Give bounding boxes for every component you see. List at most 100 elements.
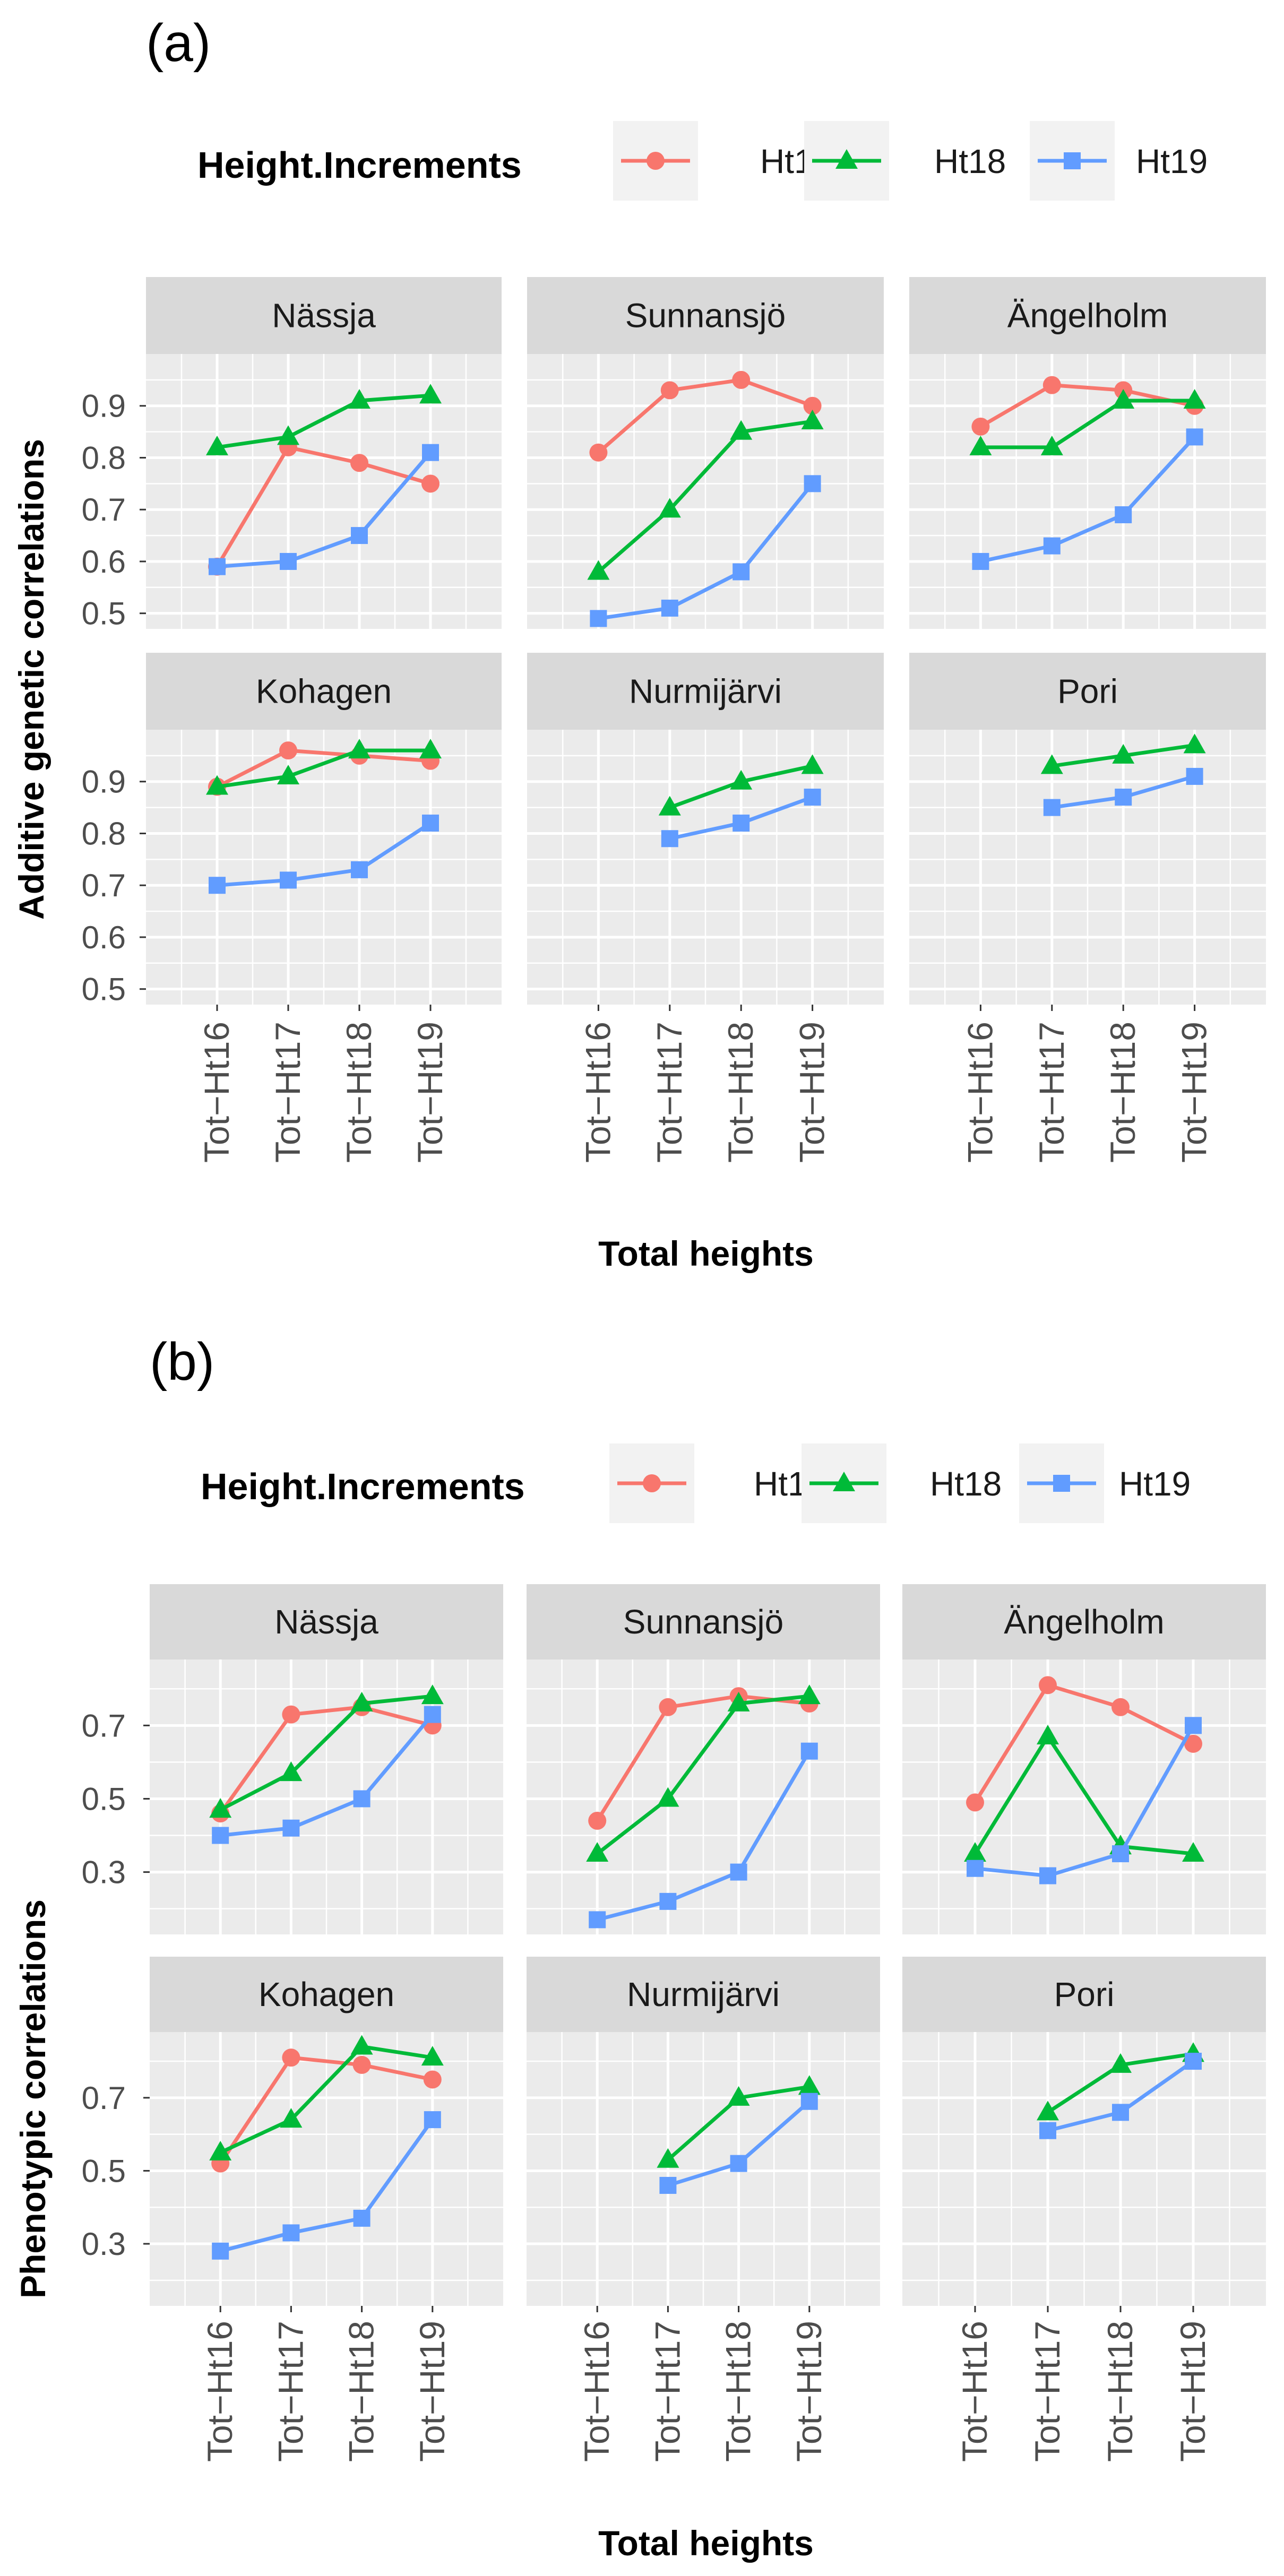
- y-tick-label: 0.9: [82, 764, 126, 800]
- legend-key-marker: [1053, 1475, 1070, 1492]
- data-point-ht18: [348, 739, 370, 759]
- series-line-ht18: [217, 748, 430, 789]
- facet-strip: [527, 1584, 880, 1659]
- x-tick-label: Tot−Ht18: [1100, 2321, 1140, 2462]
- chart-a: (a)Height.Increments Ht17 Ht18 Ht19Nässja0.…: [12, 13, 1266, 1273]
- facet-panel: Kohagen 0.5 0.6 0.7 0.8 0.9 Tot−Ht16 Tot−Ht17 To…: [82, 653, 502, 1163]
- facet-strip-label: Ängelholm: [1004, 1603, 1164, 1641]
- legend-label-ht18: Ht18: [930, 1465, 1002, 1503]
- data-point-ht19: [353, 1790, 370, 1808]
- x-tick-label: Tot−Ht17: [271, 2321, 310, 2462]
- data-point-ht19: [730, 2155, 747, 2172]
- facet-panel: Ängelholm: [902, 1584, 1266, 1934]
- series-line-ht17: [979, 383, 1195, 428]
- facet-panel: Sunnansjö: [527, 277, 884, 629]
- y-tick-label: 0.6: [82, 544, 126, 580]
- data-point-ht18: [1183, 388, 1206, 409]
- data-point-ht18: [1037, 1725, 1059, 1745]
- legend-key-marker: [835, 149, 858, 169]
- x-tick-label: Tot−Ht19: [1173, 2321, 1212, 2462]
- x-tick-label: Tot−Ht19: [789, 2321, 829, 2462]
- x-tick-label: Tot−Ht19: [410, 1022, 450, 1163]
- facet-panel: Nurmijärvi Tot−Ht16 Tot−Ht17 Tot−Ht18 Tot−Ht…: [527, 1957, 880, 2462]
- data-point-ht18: [421, 2046, 444, 2066]
- facet-strip: [909, 653, 1266, 730]
- data-point-ht18: [1112, 744, 1135, 764]
- series-line-ht18: [217, 393, 431, 449]
- series-line-ht18: [973, 1734, 1194, 1856]
- facet-strip-label: Nurmijärvi: [629, 672, 782, 711]
- facet-strip-label: Ängelholm: [1007, 297, 1168, 335]
- y-tick-label: 0.5: [82, 1781, 126, 1817]
- legend-label-ht18: Ht18: [934, 142, 1006, 180]
- x-tick-label: Tot−Ht16: [577, 2321, 616, 2462]
- legend-label-ht19: Ht19: [1136, 142, 1208, 180]
- data-point-ht19: [967, 1860, 984, 1877]
- data-point-ht18: [419, 384, 442, 404]
- y-tick-label: 0.5: [82, 972, 126, 1007]
- facet-strip-label: Kohagen: [258, 1975, 394, 2013]
- facet-panel: Nässja 0.5 0.6 0.7 0.8 0.9: [82, 277, 502, 632]
- data-point-ht17: [659, 1698, 677, 1716]
- data-point-ht18: [277, 764, 299, 784]
- data-point-ht19: [730, 1863, 747, 1881]
- series-line-ht19: [220, 2119, 434, 2253]
- x-tick-label: Tot−Ht17: [1032, 1022, 1071, 1163]
- data-point-ht18: [1182, 1842, 1204, 1862]
- series-line-ht17: [219, 1705, 433, 1815]
- data-point-ht18: [798, 1684, 821, 1705]
- data-point-ht17: [1184, 1734, 1202, 1753]
- data-point-ht18: [206, 775, 228, 795]
- data-point-ht18: [419, 739, 442, 759]
- data-point-ht17: [423, 2070, 442, 2089]
- data-point-ht18: [1037, 2100, 1059, 2121]
- data-point-ht19: [1043, 799, 1061, 816]
- data-point-ht19: [1043, 537, 1061, 555]
- data-point-ht19: [351, 861, 368, 878]
- series-line-ht19: [598, 482, 814, 620]
- x-tick-label: Tot−Ht16: [955, 2321, 994, 2462]
- data-point-ht18: [209, 1798, 232, 1818]
- series-line-ht17: [219, 2055, 433, 2165]
- data-point-ht18: [730, 420, 753, 440]
- data-point-ht19: [1185, 1717, 1202, 1734]
- series-line-ht18: [980, 399, 1195, 449]
- data-point-ht18: [658, 498, 681, 518]
- data-point-ht18: [206, 435, 228, 455]
- legend: Height.Increments Ht17 Ht18 Ht19: [197, 121, 1208, 201]
- data-point-ht17: [279, 741, 297, 760]
- figure-label: (a): [146, 13, 211, 73]
- data-point-ht18: [969, 435, 992, 455]
- x-tick-label: Tot−Ht16: [197, 1022, 236, 1163]
- legend-label-ht19: Ht19: [1119, 1465, 1191, 1503]
- data-point-ht17: [1039, 1676, 1057, 1695]
- data-point-ht18: [964, 1842, 986, 1862]
- data-point-ht19: [972, 552, 989, 570]
- legend-title: Height.Increments: [201, 1466, 525, 1507]
- data-point-ht19: [1039, 1867, 1056, 1885]
- data-point-ht17: [350, 454, 368, 472]
- figure-label: (b): [150, 1332, 214, 1391]
- data-point-ht17: [660, 381, 679, 400]
- facet-strip-label: Kohagen: [256, 672, 392, 711]
- data-point-ht18: [657, 2148, 679, 2168]
- data-point-ht19: [1185, 2053, 1202, 2070]
- data-point-ht18: [209, 2141, 232, 2161]
- x-axis-title: Total heights: [598, 1234, 814, 1273]
- x-tick-label: Tot−Ht17: [648, 2321, 687, 2462]
- data-point-ht18: [421, 1684, 444, 1705]
- facet-strip-label: Nurmijärvi: [627, 1975, 780, 2013]
- data-point-ht18: [1040, 435, 1063, 455]
- data-point-ht19: [804, 789, 821, 806]
- data-point-ht17: [971, 417, 990, 436]
- y-tick-label: 0.3: [82, 1855, 126, 1890]
- data-point-ht19: [280, 871, 297, 889]
- y-tick-label: 0.9: [82, 388, 126, 424]
- facet-panel: Nurmijärvi Tot−Ht16 Tot−Ht17 Tot−Ht18 Tot−Ht…: [527, 653, 884, 1163]
- data-point-ht18: [798, 2075, 821, 2095]
- x-tick-label: Tot−Ht18: [1103, 1022, 1142, 1163]
- data-point-ht17: [966, 1793, 984, 1812]
- data-point-ht18: [1109, 2053, 1132, 2073]
- data-point-ht19: [590, 610, 607, 627]
